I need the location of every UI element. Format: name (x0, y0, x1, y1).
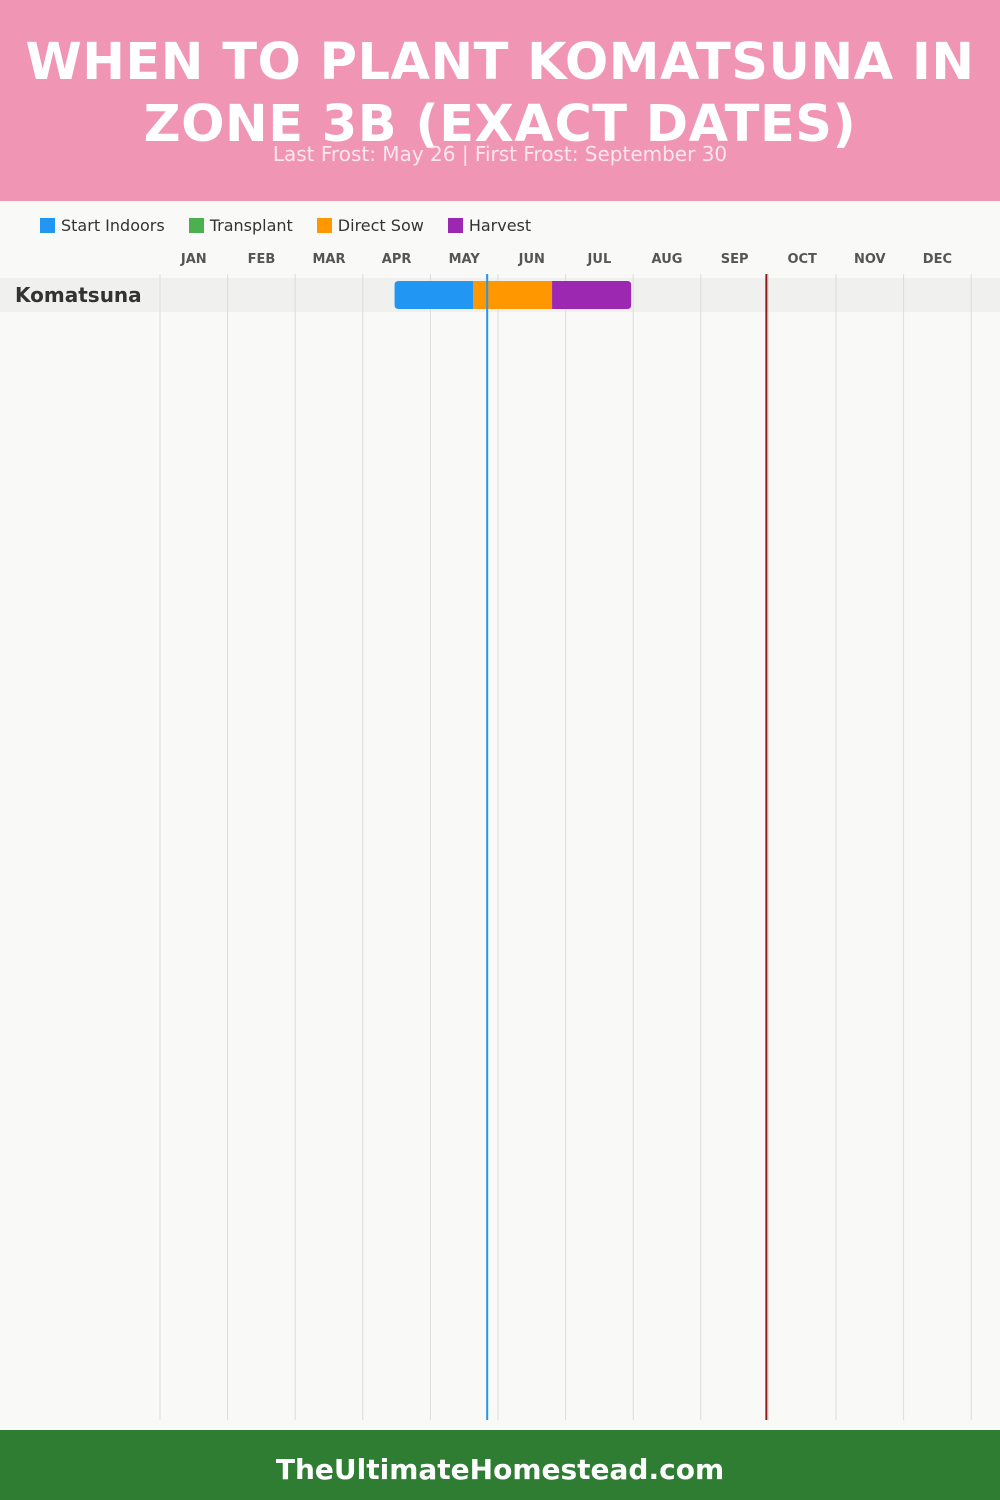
segment-direct-sow (472, 281, 553, 309)
legend-swatch (188, 217, 204, 233)
month-tick-label: APR (382, 252, 412, 267)
segment-start-indoors (394, 281, 473, 309)
row-label: Komatsuna (15, 283, 142, 307)
legend-label: Direct Sow (337, 215, 424, 235)
legend-swatch (447, 217, 463, 233)
legend-item-transplant: Transplant (188, 215, 293, 235)
legend-item-start-indoors: Start Indoors (40, 216, 165, 235)
legend-label: Start Indoors (61, 215, 165, 235)
legend-label: Harvest (468, 215, 532, 235)
page-title: When to Plant Komatsuna in Zone 3B (Exac… (25, 33, 975, 154)
legend-item-direct-sow: Direct Sow (316, 215, 424, 235)
footer-banner (0, 1430, 1000, 1500)
legend-swatch (316, 217, 332, 233)
month-tick-label: MAY (449, 252, 481, 267)
header-banner (0, 0, 1000, 201)
month-tick-label: AUG (652, 252, 683, 267)
month-tick-label: MAR (312, 252, 345, 267)
month-tick-label: JUL (587, 252, 612, 267)
chart-legend: Start Indoors Transplant Direct Sow Harv… (40, 214, 555, 236)
legend-swatch (40, 217, 55, 233)
month-tick-label: OCT (787, 252, 817, 267)
segment-harvest (552, 281, 632, 309)
month-tick-label: DEC (923, 252, 952, 267)
month-tick-label: NOV (854, 252, 886, 267)
legend-item-harvest: Harvest (447, 215, 532, 235)
planting-calendar-chart: JAN FEB MAR APR MAY JUN JUL AUG SEP OCT NOV DEC Koma… (0, 252, 1000, 1420)
month-tick-label: FEB (248, 252, 276, 267)
legend-label: Transplant (209, 215, 293, 235)
footer-site-link[interactable]: TheUltimateHomestead.com (275, 1453, 725, 1486)
month-tick-label: JUN (518, 252, 545, 267)
month-tick-label: JAN (180, 252, 207, 267)
frost-dates-subtitle: Last Frost: May 26 | First Frost: Septem… (272, 142, 728, 166)
month-tick-label: SEP (721, 252, 749, 267)
